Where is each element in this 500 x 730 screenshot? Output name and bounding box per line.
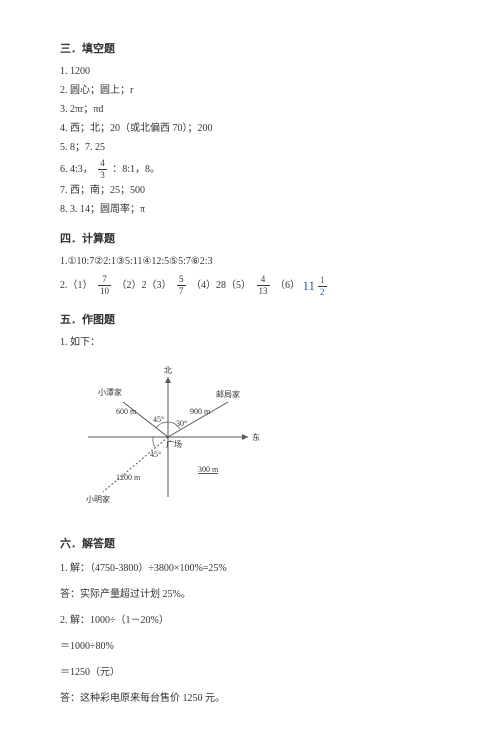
frac-num: 4 — [257, 275, 270, 286]
q3-1: 1. 1200 — [60, 64, 440, 80]
label-900: 900 m — [190, 407, 211, 416]
q4-2-p4: （6） — [275, 280, 300, 291]
q3-2: 2. 圆心；圆上；r — [60, 83, 440, 99]
q6-2: 2. 解：1000÷（1－20%） — [60, 613, 440, 629]
mixed-frac: 1 2 — [318, 276, 327, 297]
q4-2: 2.（1） 7 10 （2）2（3） 5 7 （4）28（5） 4 13 （6）… — [60, 273, 440, 299]
frac-num: 4 — [98, 159, 107, 170]
q3-4: 4. 西；北；20（或北偏西 70）；200 — [60, 121, 440, 137]
frac-den: 7 — [177, 286, 186, 296]
frac-num: 1 — [318, 276, 327, 287]
q4-2-f2: 5 7 — [177, 275, 186, 296]
q4-2-p1: 2.（1） — [60, 280, 93, 291]
label-sw: 小明家 — [86, 494, 110, 504]
q6-1: 1. 解：（4750-3800）÷3800×100%=25% — [60, 561, 440, 577]
q6-2-ans: 答：这种彩电原来每台售价 1250 元。 — [60, 691, 440, 707]
label-600: 600 m — [116, 407, 137, 416]
label-ang3: 45° — [150, 450, 161, 459]
label-300: 300 m — [198, 465, 219, 474]
label-nw: 小潭家 — [98, 387, 122, 397]
q4-2-p2: （2）2（3） — [117, 280, 172, 291]
page-root: 三．填空题 1. 1200 2. 圆心；圆上；r 3. 2πr；πd 4. 西；… — [0, 0, 500, 730]
frac-num: 5 — [177, 275, 186, 286]
q3-3: 3. 2πr；πd — [60, 102, 440, 118]
direction-diagram: 东 北 小潭家 600 m 邮局家 900 m 小明家 1200 m 300 m… — [68, 362, 268, 512]
label-center: 广场 — [166, 439, 182, 449]
section-5-title: 五．作图题 — [60, 311, 440, 327]
q3-8: 8. 3. 14；圆周率；π — [60, 202, 440, 218]
q6-2b: ＝1000÷80% — [60, 639, 440, 655]
q3-6-frac: 4 3 — [98, 159, 107, 180]
q3-6b: ：8:1，8。 — [112, 164, 160, 175]
section-6-title: 六．解答题 — [60, 535, 440, 551]
q3-7: 7. 西；南；25；500 — [60, 183, 440, 199]
frac-num: 7 — [98, 275, 111, 286]
frac-den: 13 — [257, 286, 270, 296]
label-ang2: 30° — [176, 419, 187, 428]
label-north: 北 — [164, 366, 172, 375]
frac-den: 3 — [98, 170, 107, 180]
q4-2-p3: （4）28（5） — [191, 280, 251, 291]
q3-6: 6. 4:3， 4 3 ：8:1，8。 — [60, 159, 440, 180]
mixed-whole: 11 — [303, 278, 316, 293]
frac-den: 10 — [98, 286, 111, 296]
q6-1-ans: 答：实际产量超过计划 25%。 — [60, 587, 440, 603]
q5-1: 1. 如下： — [60, 335, 440, 351]
label-ne: 邮局家 — [216, 389, 240, 399]
section-3-title: 三．填空题 — [60, 40, 440, 56]
q6-2c: ＝1250（元） — [60, 665, 440, 681]
q4-2-f1: 7 10 — [98, 275, 111, 296]
q3-6a: 6. 4:3， — [60, 164, 93, 175]
q4-1: 1.①10:7②2:1③5:11④12:5⑤5:7⑥2:3 — [60, 254, 440, 270]
q4-2-f3: 4 13 — [257, 275, 270, 296]
q4-2-mixed: 11 1 2 — [303, 273, 330, 299]
section-4-title: 四．计算题 — [60, 230, 440, 246]
q3-5: 5. 8；7. 25 — [60, 140, 440, 156]
label-east: 东 — [252, 432, 260, 442]
frac-den: 2 — [318, 287, 327, 297]
label-1200: 1200 m — [116, 473, 141, 482]
